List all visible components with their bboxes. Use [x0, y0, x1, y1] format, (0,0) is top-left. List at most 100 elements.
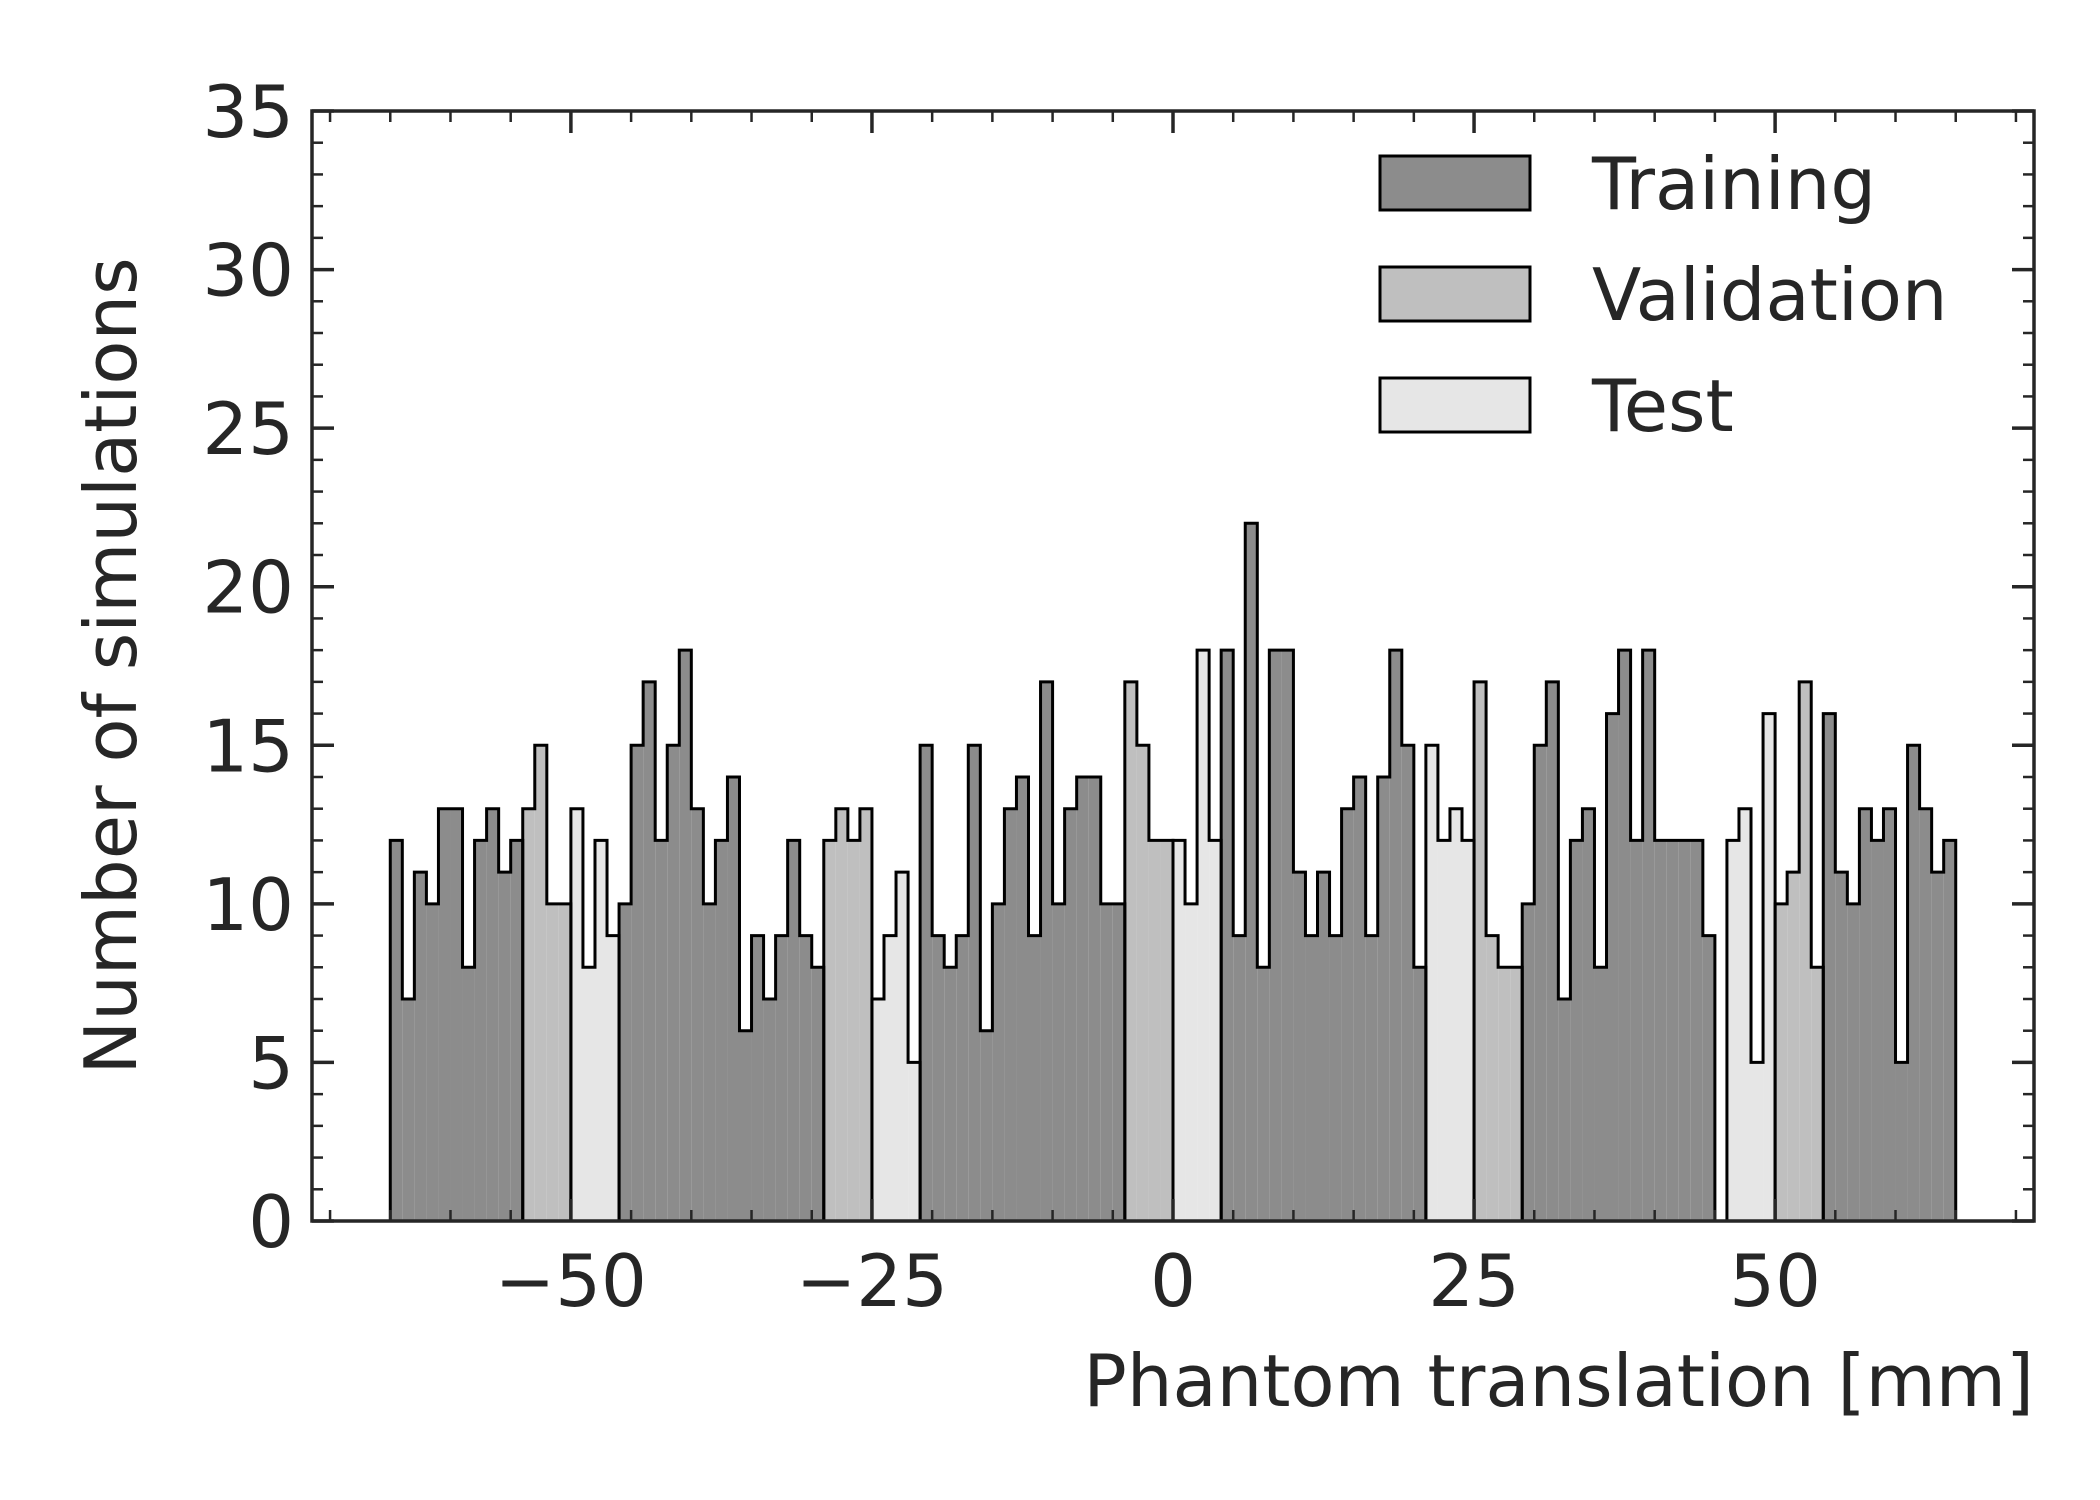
- bar-test: [1173, 840, 1186, 1221]
- bar-training: [1907, 745, 1920, 1221]
- bar-training: [1064, 808, 1077, 1221]
- outline-training-2: [918, 680, 1127, 1221]
- bar-training: [1353, 777, 1366, 1221]
- bar-training: [1245, 523, 1258, 1221]
- bar-test: [1462, 840, 1475, 1221]
- bar-training: [1582, 808, 1595, 1221]
- outline-test-2: [1171, 648, 1223, 1221]
- outline-training-0: [388, 807, 525, 1221]
- outline-validation-3: [1472, 680, 1524, 1221]
- bar-training: [1859, 808, 1872, 1221]
- bar-training: [643, 681, 656, 1221]
- bar-training: [631, 745, 644, 1221]
- bar-validation: [522, 808, 535, 1221]
- bar-training: [1570, 840, 1583, 1221]
- bar-training: [1040, 681, 1053, 1221]
- x-tick-label: 50: [1729, 1239, 1821, 1323]
- y-tick-label: 15: [202, 704, 294, 788]
- bar-training: [1546, 681, 1559, 1221]
- bar-training: [1365, 935, 1378, 1221]
- y-tick-label: 25: [202, 387, 294, 471]
- legend-label-validation: Validation: [1592, 253, 1948, 337]
- bar-training: [1931, 872, 1944, 1221]
- bar-validation: [546, 903, 559, 1221]
- outline-validation-0: [521, 743, 573, 1221]
- x-tick-label: 25: [1428, 1239, 1520, 1323]
- outline-test-1: [870, 870, 922, 1221]
- bar-training: [1233, 935, 1246, 1221]
- outline-test-0: [569, 807, 621, 1221]
- bar-training: [1895, 1062, 1908, 1221]
- bar-training: [1618, 650, 1631, 1221]
- bar-test: [908, 1062, 921, 1221]
- bar-training: [510, 840, 523, 1221]
- bar-training: [450, 808, 463, 1221]
- bar-training: [992, 903, 1005, 1221]
- bar-validation: [1474, 681, 1487, 1221]
- histogram-outlines: [388, 521, 1958, 1221]
- bar-training: [414, 872, 427, 1221]
- bar-training: [1112, 903, 1125, 1221]
- bar-training: [1871, 840, 1884, 1221]
- bar-training: [462, 967, 475, 1221]
- bar-training: [1606, 713, 1619, 1221]
- bar-test: [570, 808, 583, 1221]
- bar-training: [1678, 840, 1691, 1221]
- bar-training: [1221, 650, 1234, 1221]
- bar-training: [486, 808, 499, 1221]
- bar-training: [1341, 808, 1354, 1221]
- outline-training-5: [1821, 712, 1958, 1221]
- bar-training: [956, 935, 969, 1221]
- bar-training: [1690, 840, 1703, 1221]
- bar-training: [1076, 777, 1089, 1221]
- bar-training: [1305, 935, 1318, 1221]
- legend: Training Validation Test: [1378, 142, 1948, 448]
- bar-training: [402, 999, 415, 1221]
- x-axis-title: Phantom translation [mm]: [1083, 1339, 2034, 1423]
- bar-training: [1883, 808, 1896, 1221]
- bar-validation: [558, 903, 571, 1221]
- bar-training: [1269, 650, 1282, 1221]
- bar-test: [1449, 808, 1463, 1221]
- bar-test: [1185, 903, 1198, 1221]
- bar-training: [920, 745, 933, 1221]
- bar-training: [1534, 745, 1547, 1221]
- outline-test-4: [1725, 712, 1777, 1221]
- bar-validation: [1148, 840, 1161, 1221]
- outline-test-3: [1424, 743, 1476, 1221]
- outline-training-1: [617, 648, 826, 1221]
- bar-training: [1052, 903, 1065, 1221]
- bar-validation: [859, 808, 872, 1221]
- bar-training: [968, 745, 981, 1221]
- bar-training: [787, 840, 800, 1221]
- bar-training: [1642, 650, 1655, 1221]
- bar-test: [594, 840, 608, 1221]
- bar-training: [474, 840, 487, 1221]
- bar-training: [727, 777, 740, 1221]
- bar-training: [1823, 713, 1836, 1221]
- plot-frame: [310, 109, 2036, 1223]
- bar-training: [655, 840, 668, 1221]
- bar-training: [1654, 840, 1667, 1221]
- bar-training: [751, 935, 764, 1221]
- bar-training: [715, 840, 728, 1221]
- bar-training: [1329, 935, 1342, 1221]
- bar-test: [883, 935, 897, 1221]
- x-tick-label: −50: [495, 1239, 647, 1323]
- bar-validation: [823, 840, 836, 1221]
- bar-validation: [1136, 745, 1149, 1221]
- outline-validation-1: [822, 807, 874, 1221]
- bar-training: [1919, 808, 1932, 1221]
- bar-training: [619, 903, 632, 1221]
- bar-training: [1028, 935, 1041, 1221]
- bar-validation: [835, 808, 848, 1221]
- bar-test: [1209, 840, 1222, 1221]
- bar-test: [896, 872, 909, 1221]
- bar-training: [1293, 872, 1306, 1221]
- bar-training: [1847, 903, 1860, 1221]
- bar-validation: [534, 745, 547, 1221]
- bar-training: [1943, 840, 1956, 1221]
- bar-training: [932, 935, 945, 1221]
- bar-training: [1257, 967, 1270, 1221]
- bar-test: [871, 999, 884, 1221]
